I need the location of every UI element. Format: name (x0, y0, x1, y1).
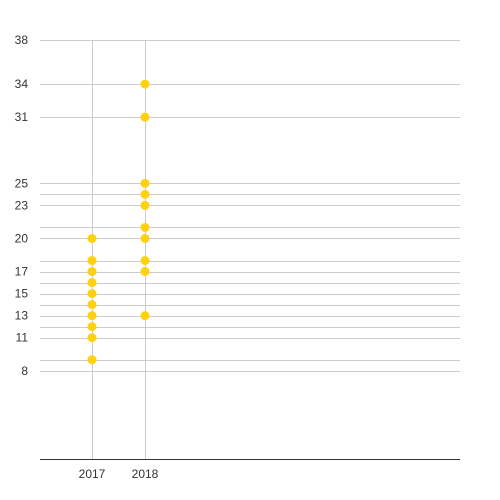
data-point (140, 178, 150, 188)
y-tick-label: 38 (15, 33, 29, 47)
y-axis-ticks: 8 11 13 15 17 20 23 25 31 34 38 (15, 33, 29, 378)
data-point (140, 79, 150, 89)
x-tick-label: 2017 (79, 467, 106, 481)
y-tick-label: 34 (15, 77, 29, 91)
data-point (87, 355, 97, 365)
data-point (140, 256, 150, 266)
y-tick-label: 11 (16, 331, 29, 345)
data-point (140, 222, 150, 232)
y-tick-label: 20 (15, 231, 29, 245)
y-tick-label: 25 (15, 176, 29, 190)
data-point (87, 233, 97, 243)
data-point (140, 311, 150, 321)
y-tick-label: 15 (15, 287, 29, 301)
data-point (140, 189, 150, 199)
data-point (87, 267, 97, 277)
data-point (140, 200, 150, 210)
x-axis: 2017 2018 (40, 459, 460, 481)
data-point (87, 256, 97, 266)
x-tick-label: 2018 (132, 467, 159, 481)
data-point (87, 311, 97, 321)
y-tick-label: 13 (15, 309, 29, 323)
data-point (140, 267, 150, 277)
data-points (87, 79, 150, 365)
y-tick-label: 8 (21, 364, 28, 378)
data-point (87, 300, 97, 310)
y-tick-label: 17 (15, 265, 29, 279)
gridlines (40, 40, 460, 459)
y-tick-label: 31 (15, 110, 29, 124)
data-point (140, 112, 150, 122)
data-point (87, 289, 97, 299)
data-point (87, 322, 97, 332)
data-point (140, 233, 150, 243)
y-tick-label: 23 (15, 198, 29, 212)
data-point (87, 278, 97, 288)
data-point (87, 333, 97, 343)
